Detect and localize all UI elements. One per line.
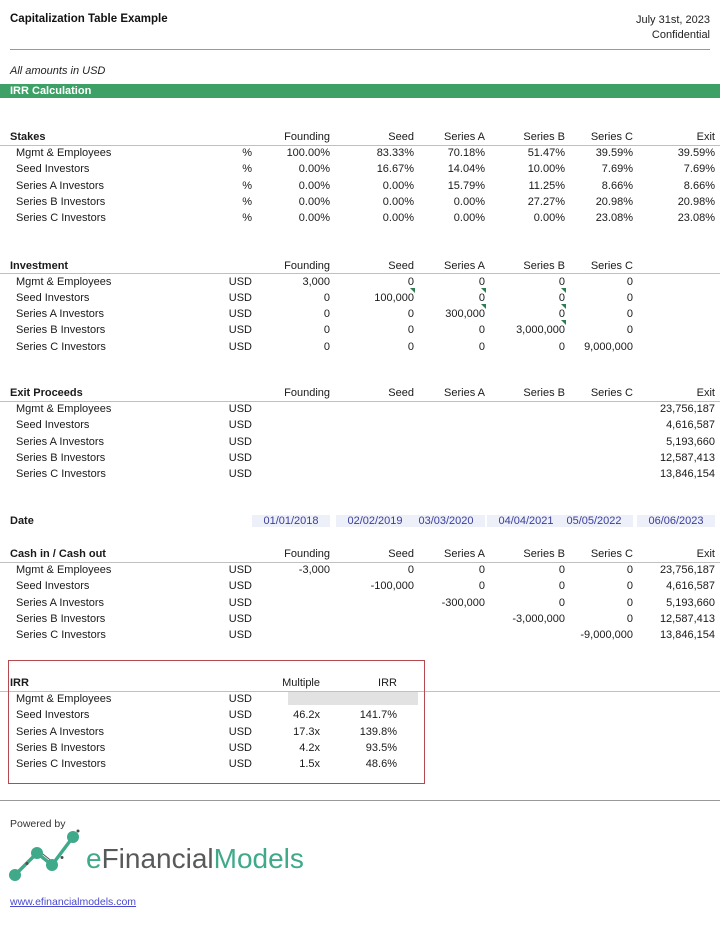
svg-text:eFinancialModels: eFinancialModels [86, 843, 304, 874]
